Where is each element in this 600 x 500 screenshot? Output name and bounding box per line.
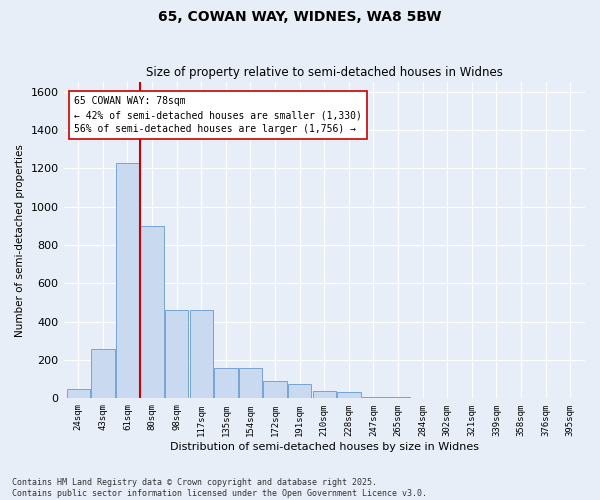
Bar: [313, 391, 336, 398]
Title: Size of property relative to semi-detached houses in Widnes: Size of property relative to semi-detach…: [146, 66, 503, 80]
Bar: [288, 384, 311, 398]
Bar: [239, 368, 262, 398]
Bar: [263, 381, 287, 398]
Bar: [140, 226, 164, 398]
Text: 65, COWAN WAY, WIDNES, WA8 5BW: 65, COWAN WAY, WIDNES, WA8 5BW: [158, 10, 442, 24]
Bar: [337, 392, 361, 398]
X-axis label: Distribution of semi-detached houses by size in Widnes: Distribution of semi-detached houses by …: [170, 442, 479, 452]
Y-axis label: Number of semi-detached properties: Number of semi-detached properties: [15, 144, 25, 336]
Bar: [190, 310, 213, 398]
Text: 65 COWAN WAY: 78sqm
← 42% of semi-detached houses are smaller (1,330)
56% of sem: 65 COWAN WAY: 78sqm ← 42% of semi-detach…: [74, 96, 362, 134]
Bar: [91, 348, 115, 399]
Text: Contains HM Land Registry data © Crown copyright and database right 2025.
Contai: Contains HM Land Registry data © Crown c…: [12, 478, 427, 498]
Bar: [362, 396, 385, 398]
Bar: [214, 368, 238, 398]
Bar: [386, 397, 410, 398]
Bar: [165, 310, 188, 398]
Bar: [67, 389, 90, 398]
Bar: [116, 162, 139, 398]
